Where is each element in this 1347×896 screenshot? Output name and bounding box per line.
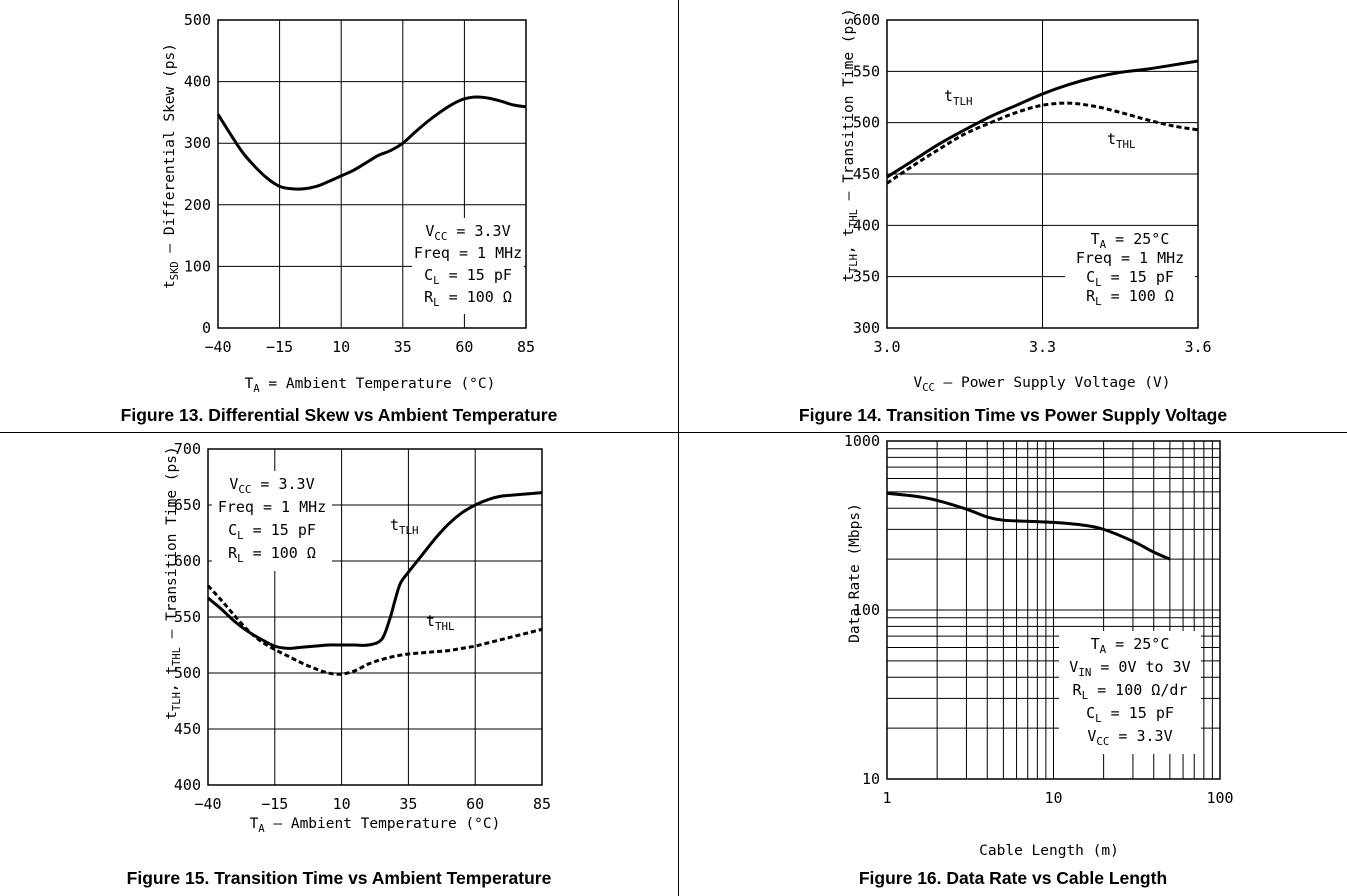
condition-line: VCC​ = 3.3V xyxy=(1087,727,1172,748)
y-tick-label: 350 xyxy=(853,268,880,286)
plot-frame xyxy=(886,19,1199,329)
x-tick-label: 3.3 xyxy=(1029,338,1056,356)
y-axis-label: tTLH​, tTHL​ – Transition Time (ps) xyxy=(841,8,860,281)
y-tick-label: 10 xyxy=(862,770,880,788)
y-tick-label: 450 xyxy=(174,720,201,738)
y-tick-label: 500 xyxy=(184,11,211,29)
y-tick-label: 0 xyxy=(202,319,211,337)
condition-line: VCC​ = 3.3V xyxy=(229,475,314,496)
y-tick-label: 500 xyxy=(174,664,201,682)
x-tick-label: −15 xyxy=(266,338,293,356)
x-tick-label: −15 xyxy=(261,795,288,813)
condition-line: VIN​ = 0V to 3V xyxy=(1069,658,1190,679)
series-line-ttlh xyxy=(207,491,543,650)
condition-line: RL​ = 100 Ω/dr xyxy=(1073,681,1188,702)
x-tick-label: 10 xyxy=(333,795,351,813)
series-label: tTLH​ xyxy=(390,516,419,537)
y-axis-label: tSKD​ – Differential Skew (ps) xyxy=(162,43,181,289)
condition-line: RL​ = 100 Ω xyxy=(424,288,512,309)
series-line-tthl xyxy=(206,584,543,676)
y-tick-label: 200 xyxy=(184,196,211,214)
y-axis-label: Data Rate (Mbps) xyxy=(847,503,863,643)
x-tick-label: 3.6 xyxy=(1184,338,1211,356)
x-tick-label: 10 xyxy=(1044,789,1062,807)
figure-13-caption: Figure 13. Differential Skew vs Ambient … xyxy=(120,405,558,425)
series-label: tTHL​ xyxy=(426,612,455,633)
x-tick-label: 60 xyxy=(466,795,484,813)
y-axis-label: tTLH​, tTHL​ – Transition Time (ps) xyxy=(164,446,183,719)
condition-line: CL​ = 15 pF xyxy=(1086,704,1174,725)
x-tick-label: 60 xyxy=(455,338,473,356)
y-tick-label: 450 xyxy=(853,165,880,183)
y-tick-label: 300 xyxy=(184,134,211,152)
plot-frame xyxy=(207,448,543,786)
x-tick-label: 85 xyxy=(517,338,535,356)
plot-frame xyxy=(886,440,1221,780)
x-tick-label: 3.0 xyxy=(873,338,900,356)
x-tick-label: 85 xyxy=(533,795,551,813)
series-label: tTLH​ xyxy=(944,87,973,108)
condition-line: CL​ = 15 pF xyxy=(1086,268,1174,289)
y-tick-label: 500 xyxy=(853,114,880,132)
y-tick-label: 600 xyxy=(174,552,201,570)
series-line-ttlh xyxy=(886,59,1199,179)
x-tick-label: −40 xyxy=(194,795,221,813)
x-axis-label: Cable Length (m) xyxy=(979,843,1119,859)
y-tick-label: 300 xyxy=(853,319,880,337)
series-label: tTHL​ xyxy=(1107,130,1136,151)
y-tick-label: 100 xyxy=(184,257,211,275)
figure-15-caption: Figure 15. Transition Time vs Ambient Te… xyxy=(126,868,552,888)
x-tick-label: 1 xyxy=(882,789,891,807)
y-tick-label: 400 xyxy=(184,73,211,91)
y-tick-label: 400 xyxy=(174,776,201,794)
x-axis-label: TA​ – Ambient Temperature (°C) xyxy=(250,816,501,835)
y-tick-label: 100 xyxy=(853,601,880,619)
y-tick-label: 550 xyxy=(174,608,201,626)
plot-frame xyxy=(217,19,527,329)
y-tick-label: 1000 xyxy=(844,432,880,450)
condition-line: VCC​ = 3.3V xyxy=(425,222,510,243)
condition-line: Freq = 1 MHz xyxy=(218,498,326,516)
x-axis-label: VCC​ – Power Supply Voltage (V) xyxy=(913,375,1170,394)
y-tick-label: 700 xyxy=(174,440,201,458)
x-axis-label: TA​ = Ambient Temperature (°C) xyxy=(245,376,496,395)
x-tick-label: 10 xyxy=(332,338,350,356)
condition-line: RL​ = 100 Ω xyxy=(1086,287,1174,308)
condition-line: RL​ = 100 Ω xyxy=(228,544,316,565)
series-line-1 xyxy=(216,95,527,191)
condition-line: CL​ = 15 pF xyxy=(228,521,316,542)
x-tick-label: 35 xyxy=(394,338,412,356)
x-tick-label: 35 xyxy=(399,795,417,813)
condition-line: Freq = 1 MHz xyxy=(1076,249,1184,267)
condition-line: TA​ = 25°C xyxy=(1091,635,1170,656)
condition-line: Freq = 1 MHz xyxy=(414,244,522,262)
series-line-tthl xyxy=(886,101,1199,185)
y-tick-label: 600 xyxy=(853,11,880,29)
y-tick-label: 400 xyxy=(853,216,880,234)
y-tick-label: 550 xyxy=(853,62,880,80)
condition-line: TA​ = 25°C xyxy=(1091,230,1170,251)
y-tick-label: 650 xyxy=(174,496,201,514)
figure-16-caption: Figure 16. Data Rate vs Cable Length xyxy=(858,868,1168,888)
x-tick-label: −40 xyxy=(204,338,231,356)
divider-horizontal xyxy=(0,432,1347,433)
x-tick-label: 100 xyxy=(1206,789,1233,807)
condition-line: CL​ = 15 pF xyxy=(424,266,512,287)
figure-14-caption: Figure 14. Transition Time vs Power Supp… xyxy=(798,405,1228,425)
divider-vertical xyxy=(678,0,679,896)
series-line-1 xyxy=(886,491,1171,561)
